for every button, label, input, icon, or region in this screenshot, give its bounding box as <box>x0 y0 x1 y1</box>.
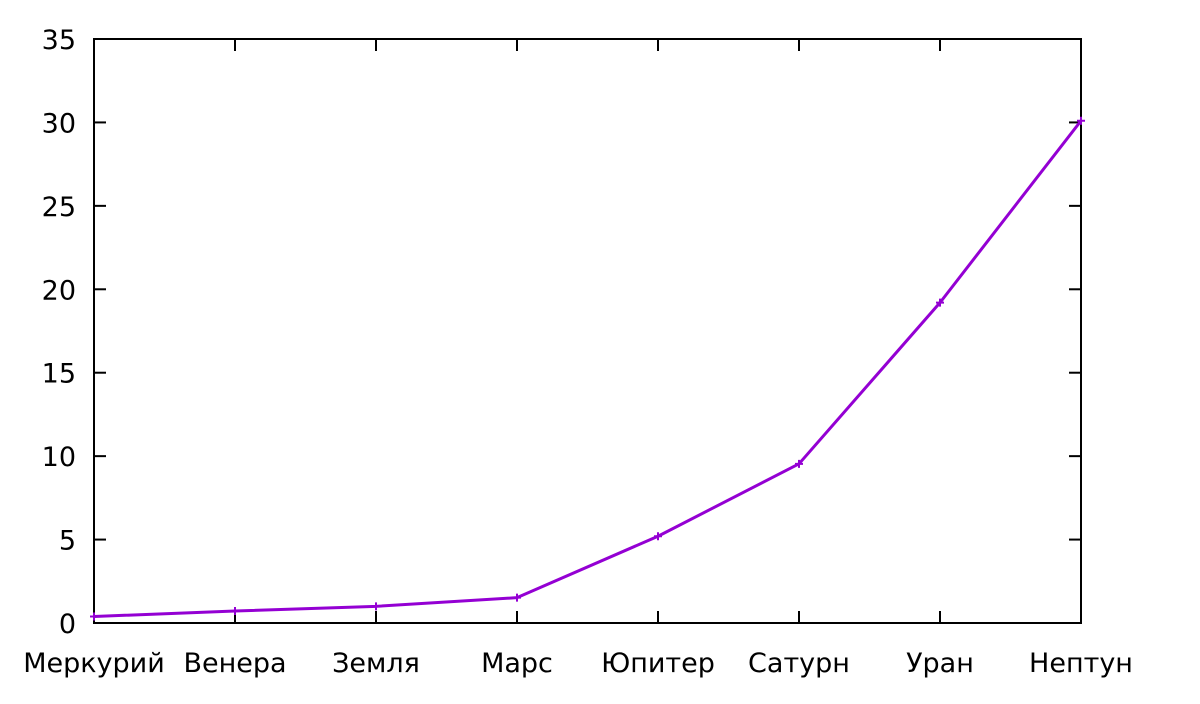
y-tick-label: 0 <box>59 609 76 640</box>
data-point <box>231 606 239 615</box>
data-point <box>513 593 521 602</box>
data-point <box>1077 116 1085 125</box>
x-tick-label: Земля <box>332 648 420 679</box>
data-point <box>372 602 380 611</box>
x-axis-tick-labels: Меркурий Венера Земля Марс Юпитер Сатурн Уран Н… <box>23 648 1133 679</box>
y-tick-label: 35 <box>42 25 76 56</box>
data-point <box>936 298 944 307</box>
data-point <box>795 459 803 468</box>
x-tick-label: Юпитер <box>601 648 715 679</box>
x-tick-label: Венера <box>183 648 286 679</box>
y-tick-label: 15 <box>42 359 76 390</box>
x-tick-label: Меркурий <box>23 648 165 679</box>
x-tick-label: Марс <box>481 648 553 679</box>
series-line <box>93 119 1083 618</box>
x-tick-label: Сатурн <box>748 648 850 679</box>
data-point <box>90 612 98 621</box>
tick-marks <box>93 38 1082 624</box>
series-layer <box>90 116 1085 621</box>
y-tick-label: 30 <box>42 108 76 139</box>
plot-frame <box>93 38 1082 624</box>
y-tick-label: 25 <box>42 192 76 223</box>
data-point <box>654 532 662 541</box>
y-axis-tick-labels: 0 5 10 15 20 25 30 35 <box>42 25 76 640</box>
y-tick-label: 5 <box>59 526 76 557</box>
y-tick-label: 10 <box>42 442 76 473</box>
x-tick-label: Нептун <box>1029 648 1133 679</box>
x-tick-label: Уран <box>906 648 974 679</box>
y-tick-label: 20 <box>42 275 76 306</box>
